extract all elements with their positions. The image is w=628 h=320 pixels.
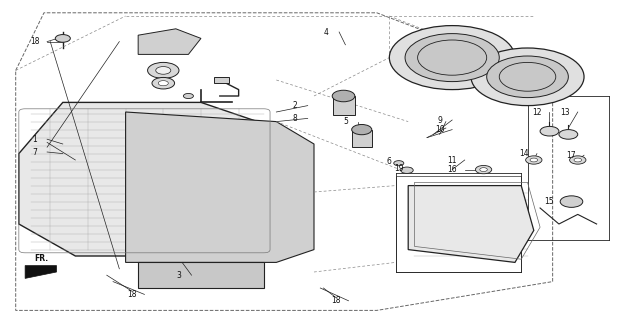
- Text: 18: 18: [127, 290, 137, 299]
- Polygon shape: [19, 102, 276, 256]
- Text: 7: 7: [32, 148, 37, 156]
- Text: 3: 3: [176, 271, 181, 280]
- Text: 19: 19: [394, 164, 404, 172]
- Text: 18: 18: [30, 37, 40, 46]
- Circle shape: [183, 93, 193, 99]
- Circle shape: [530, 158, 538, 162]
- Circle shape: [487, 56, 568, 98]
- Circle shape: [332, 90, 355, 102]
- Polygon shape: [138, 262, 264, 288]
- Text: 18: 18: [331, 296, 341, 305]
- Circle shape: [405, 34, 499, 82]
- Text: 9: 9: [437, 116, 442, 124]
- Circle shape: [158, 81, 168, 86]
- Text: 15: 15: [544, 197, 555, 206]
- Circle shape: [526, 156, 542, 164]
- Circle shape: [156, 67, 171, 74]
- Circle shape: [480, 168, 487, 172]
- Text: 6: 6: [387, 157, 392, 166]
- Text: 13: 13: [560, 108, 570, 116]
- Polygon shape: [25, 266, 57, 278]
- Text: 12: 12: [532, 108, 542, 116]
- Text: 5: 5: [343, 117, 348, 126]
- Text: 17: 17: [566, 151, 577, 160]
- Text: FR.: FR.: [35, 254, 48, 263]
- Circle shape: [352, 124, 372, 135]
- Bar: [352, 130, 372, 147]
- Circle shape: [152, 77, 175, 89]
- Circle shape: [55, 35, 70, 42]
- Circle shape: [570, 156, 586, 164]
- Bar: [214, 77, 229, 83]
- Circle shape: [389, 26, 515, 90]
- Circle shape: [574, 158, 582, 162]
- Text: 1: 1: [32, 135, 37, 144]
- Polygon shape: [126, 112, 314, 262]
- Text: 4: 4: [324, 28, 329, 36]
- Polygon shape: [408, 186, 534, 262]
- Polygon shape: [138, 29, 201, 54]
- Text: 14: 14: [519, 149, 529, 158]
- Circle shape: [475, 165, 492, 174]
- Circle shape: [560, 196, 583, 207]
- Text: 16: 16: [447, 165, 457, 174]
- Circle shape: [401, 167, 413, 173]
- Text: 2: 2: [293, 101, 298, 110]
- Text: 11: 11: [447, 156, 457, 164]
- Circle shape: [148, 62, 179, 78]
- Text: 8: 8: [293, 114, 298, 123]
- Circle shape: [540, 126, 559, 136]
- Text: 10: 10: [435, 125, 445, 134]
- Bar: [333, 96, 355, 115]
- Circle shape: [559, 130, 578, 139]
- Circle shape: [394, 161, 404, 166]
- Circle shape: [471, 48, 584, 106]
